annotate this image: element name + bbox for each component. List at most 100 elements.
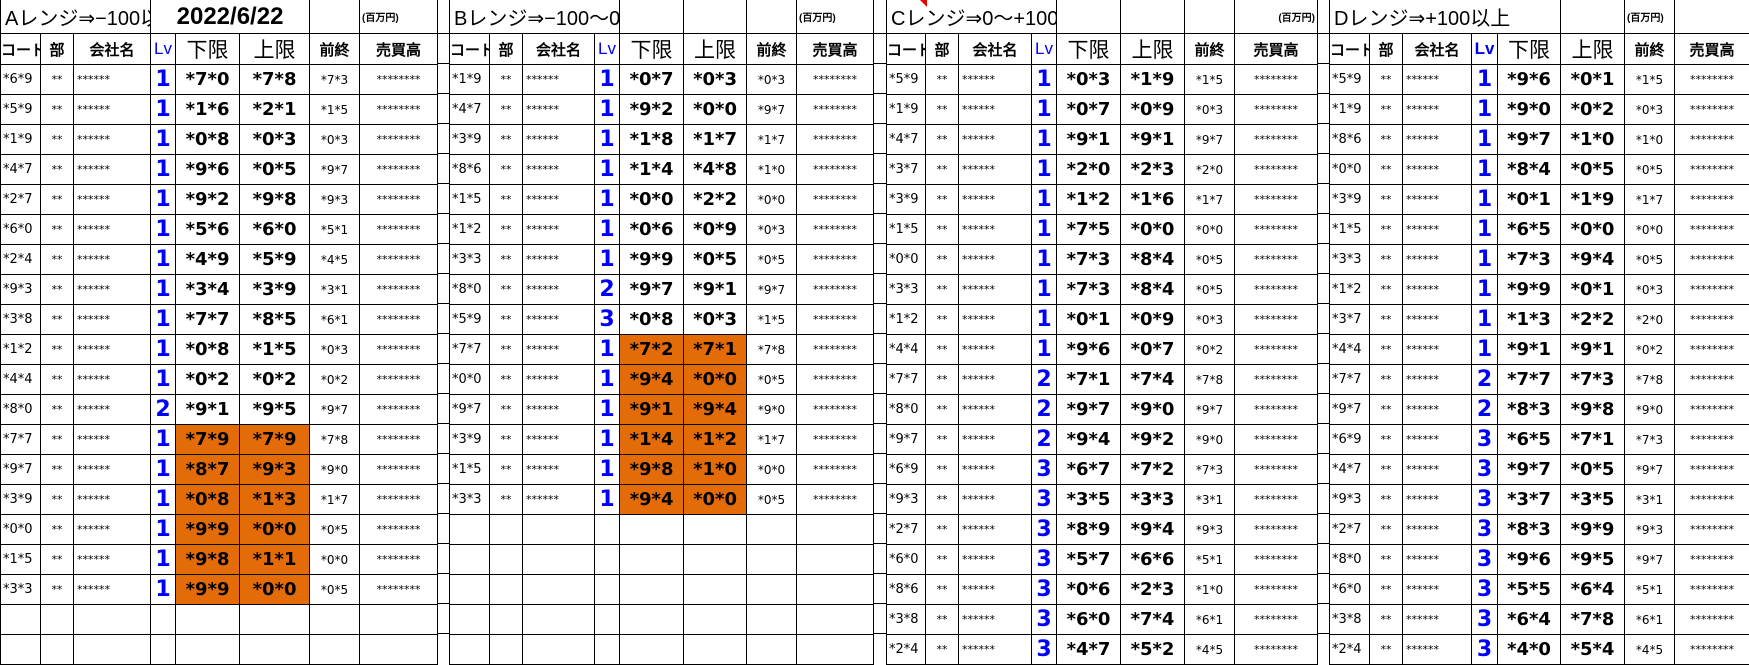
prev-cell[interactable]: *0*2 (309, 364, 361, 395)
volume-cell[interactable]: ******** (1674, 214, 1749, 245)
code-cell[interactable]: *7*7 (0, 424, 41, 455)
code-cell[interactable]: *3*3 (0, 574, 41, 605)
bu-cell[interactable]: ** (40, 574, 74, 605)
lv-cell[interactable]: 2 (1031, 364, 1057, 395)
code-cell[interactable]: *3*8 (0, 304, 41, 335)
lv-cell[interactable]: 1 (593, 94, 621, 125)
volume-cell[interactable] (796, 514, 875, 545)
lv-cell[interactable]: 1 (593, 364, 621, 395)
code-cell[interactable] (449, 544, 490, 575)
lv-cell[interactable] (593, 604, 621, 635)
name-cell[interactable]: ****** (958, 574, 1032, 605)
volume-cell[interactable]: ******** (359, 154, 439, 185)
lower-cell[interactable]: *7*3 (1497, 244, 1561, 275)
volume-cell[interactable]: ******** (1234, 304, 1318, 335)
volume-cell[interactable]: ******** (1674, 244, 1749, 275)
upper-cell[interactable]: *3*9 (239, 274, 311, 305)
volume-cell[interactable]: ******** (1234, 574, 1318, 605)
volume-cell[interactable]: ******** (1234, 334, 1318, 365)
bu-cell[interactable]: ** (925, 334, 959, 365)
volume-cell[interactable]: ******** (359, 454, 439, 485)
units-label[interactable]: (百万円) (359, 0, 439, 34)
name-cell[interactable]: ****** (1402, 424, 1472, 455)
upper-cell[interactable]: *0*5 (683, 244, 748, 275)
name-cell[interactable]: ****** (72, 94, 152, 125)
column-header-code[interactable]: コード (886, 33, 926, 65)
code-cell[interactable]: *4*7 (0, 154, 41, 185)
lower-cell[interactable]: *6*0 (1056, 604, 1121, 635)
name-cell[interactable]: ****** (72, 124, 152, 155)
prev-cell[interactable]: *0*3 (1624, 94, 1675, 125)
name-cell[interactable]: ****** (72, 544, 152, 575)
prev-cell[interactable]: *0*3 (309, 334, 361, 365)
upper-cell[interactable]: *7*2 (1120, 454, 1185, 485)
lower-cell[interactable]: *9*7 (1056, 394, 1121, 425)
name-cell[interactable] (522, 574, 595, 605)
upper-cell[interactable] (683, 544, 748, 575)
bu-cell[interactable]: ** (40, 184, 74, 215)
prev-cell[interactable] (746, 574, 798, 605)
lv-cell[interactable]: 1 (150, 424, 177, 455)
lv-cell[interactable]: 1 (1471, 304, 1498, 335)
upper-cell[interactable]: *9*2 (1120, 424, 1185, 455)
code-cell[interactable]: *3*7 (886, 154, 926, 185)
bu-cell[interactable]: ** (1369, 544, 1403, 575)
lower-cell[interactable]: *6*4 (1497, 604, 1561, 635)
code-cell[interactable]: *0*0 (1329, 154, 1370, 185)
prev-cell[interactable]: *0*0 (746, 184, 798, 215)
volume-cell[interactable]: ******** (796, 394, 875, 425)
lv-cell[interactable]: 3 (1031, 634, 1057, 665)
lower-cell[interactable]: *6*5 (1497, 214, 1561, 245)
code-cell[interactable]: *1*5 (1329, 214, 1370, 245)
upper-cell[interactable]: *0*7 (1120, 334, 1185, 365)
bu-cell[interactable]: ** (925, 634, 959, 665)
bu-cell[interactable]: ** (489, 364, 523, 395)
bu-cell[interactable]: ** (40, 364, 74, 395)
lower-cell[interactable]: *0*1 (1056, 304, 1121, 335)
volume-cell[interactable]: ******** (1234, 124, 1318, 155)
code-cell[interactable]: *1*5 (0, 544, 41, 575)
volume-cell[interactable]: ******** (796, 184, 875, 215)
code-cell[interactable]: *4*4 (886, 334, 926, 365)
column-header-code[interactable]: コード (1329, 33, 1370, 65)
prev-cell[interactable]: *5*1 (309, 214, 361, 245)
lower-cell[interactable]: *4*7 (1056, 634, 1121, 665)
bu-cell[interactable]: ** (489, 304, 523, 335)
prev-cell[interactable]: *1*7 (746, 124, 798, 155)
name-cell[interactable]: ****** (958, 394, 1032, 425)
prev-cell[interactable]: *1*7 (1624, 184, 1675, 215)
code-cell[interactable]: *1*2 (449, 214, 490, 245)
volume-cell[interactable]: ******** (1234, 604, 1318, 635)
prev-cell[interactable]: *7*3 (1624, 424, 1675, 455)
name-cell[interactable]: ****** (1402, 634, 1472, 665)
name-cell[interactable]: ****** (1402, 604, 1472, 635)
lv-cell[interactable]: 2 (1031, 424, 1057, 455)
bu-cell[interactable]: ** (1369, 424, 1403, 455)
code-cell[interactable]: *8*0 (1329, 544, 1370, 575)
lower-cell[interactable] (175, 634, 241, 665)
lower-cell[interactable]: *9*8 (175, 544, 241, 575)
lv-cell[interactable]: 1 (150, 574, 177, 605)
bu-cell[interactable]: ** (40, 394, 74, 425)
upper-cell[interactable]: *0*0 (683, 94, 748, 125)
upper-cell[interactable]: *0*0 (683, 484, 748, 515)
code-cell[interactable]: *3*3 (449, 244, 490, 275)
lower-cell[interactable]: *9*1 (619, 394, 685, 425)
lv-cell[interactable]: 3 (1031, 574, 1057, 605)
volume-cell[interactable]: ******** (359, 214, 439, 245)
lower-cell[interactable]: *1*2 (1056, 184, 1121, 215)
prev-cell[interactable]: *6*1 (309, 304, 361, 335)
lv-cell[interactable]: 1 (1471, 244, 1498, 275)
lv-cell[interactable]: 2 (593, 274, 621, 305)
lower-cell[interactable]: *7*1 (1056, 364, 1121, 395)
prev-cell[interactable]: *7*3 (309, 64, 361, 95)
name-cell[interactable]: ****** (522, 124, 595, 155)
upper-cell[interactable] (683, 514, 748, 545)
bu-cell[interactable]: ** (925, 604, 959, 635)
lv-cell[interactable]: 1 (593, 334, 621, 365)
name-cell[interactable] (522, 544, 595, 575)
volume-cell[interactable]: ******** (359, 574, 439, 605)
lv-cell[interactable]: 1 (1471, 214, 1498, 245)
lv-cell[interactable]: 1 (150, 334, 177, 365)
code-cell[interactable]: *0*0 (449, 364, 490, 395)
